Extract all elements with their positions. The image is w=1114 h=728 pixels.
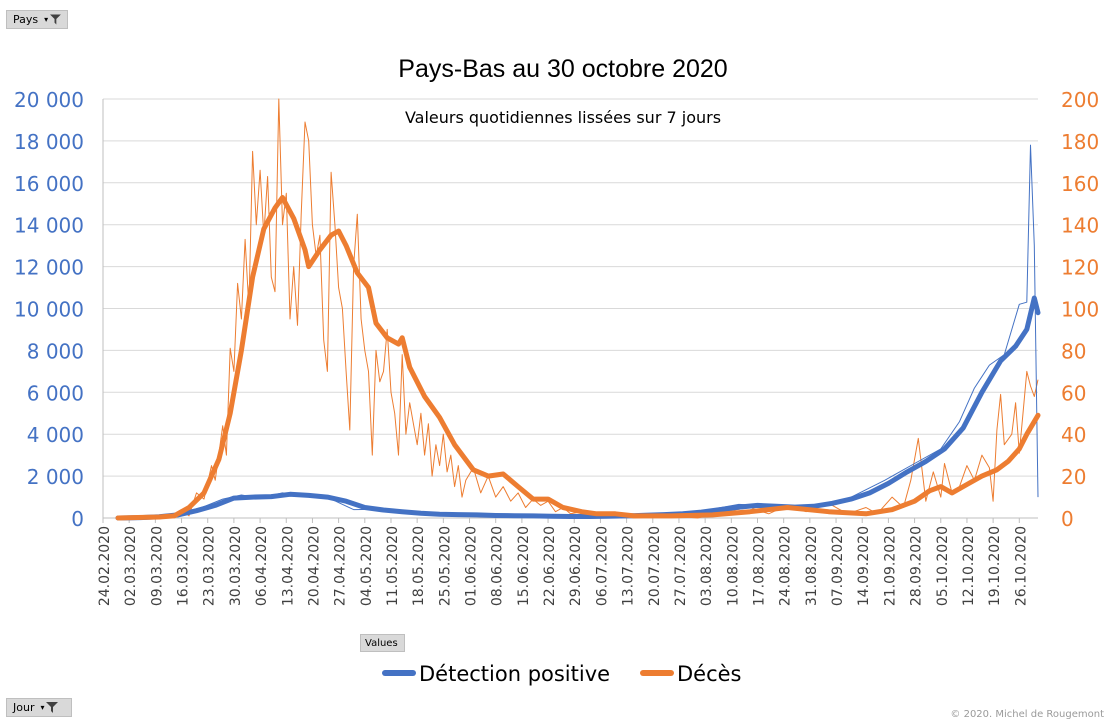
y-left-tick-label: 12 000 <box>14 256 84 280</box>
y-right-tick-label: 60 <box>1061 381 1086 405</box>
y-left-tick-label: 16 000 <box>14 172 84 196</box>
legend-label-detection: Détection positive <box>419 662 610 686</box>
y-left-tick-label: 4 000 <box>27 423 84 447</box>
y-left-tick-label: 0 <box>71 507 84 531</box>
y-left-tick-label: 6 000 <box>27 381 84 405</box>
x-tick-label: 18.05.2020 <box>411 526 427 606</box>
copyright-notice: © 2020. Michel de Rougemont <box>950 709 1104 720</box>
chart-title: Pays-Bas au 30 octobre 2020 <box>398 55 727 83</box>
values-field-button[interactable]: Values <box>360 634 405 652</box>
detection-smoothed-line <box>115 295 1041 521</box>
legend: Détection positive Décès <box>382 662 742 686</box>
y-left-tick-label: 2 000 <box>27 465 84 489</box>
x-tick-label: 16.03.2020 <box>176 526 192 606</box>
plot-area <box>115 98 1041 521</box>
x-tick-label: 08.06.2020 <box>490 526 506 606</box>
x-tick-label: 30.03.2020 <box>228 526 244 606</box>
x-tick-label: 27.04.2020 <box>333 526 349 606</box>
x-tick-label: 19.10.2020 <box>987 526 1003 606</box>
y-right-tick-label: 100 <box>1061 298 1099 322</box>
country-filter-button[interactable]: Pays ▾ <box>6 10 68 29</box>
y-left-tick-label: 14 000 <box>14 214 84 238</box>
y-right-tick-label: 40 <box>1061 423 1086 447</box>
x-tick-label: 14.09.2020 <box>856 526 872 606</box>
x-tick-label: 13.04.2020 <box>280 526 296 606</box>
y-right-tick-label: 140 <box>1061 214 1099 238</box>
y-right-tick-label: 80 <box>1061 339 1086 363</box>
grid <box>103 98 1038 477</box>
x-tick-label: 12.10.2020 <box>961 526 977 606</box>
x-tick-label: 25.05.2020 <box>437 526 453 606</box>
x-tick-label: 20.07.2020 <box>647 526 663 606</box>
y-right-tick-label: 120 <box>1061 256 1099 280</box>
x-tick-label: 27.07.2020 <box>673 526 689 606</box>
y-left-tick-label: 8 000 <box>27 339 84 363</box>
x-tick-label: 29.06.2020 <box>568 526 584 606</box>
y-right-tick-label: 20 <box>1061 465 1086 489</box>
dropdown-arrow-icon: ▾ <box>44 15 49 24</box>
y-right-tick-label: 0 <box>1061 507 1074 531</box>
legend-label-deces: Décès <box>677 662 742 686</box>
y-right-tick-label: 160 <box>1061 172 1099 196</box>
x-tick-label: 15.06.2020 <box>516 526 532 606</box>
day-filter-button[interactable]: Jour ▾ <box>6 698 72 717</box>
chart-subtitle: Valeurs quotidiennes lissées sur 7 jours <box>405 108 721 127</box>
x-tick-label: 21.09.2020 <box>882 526 898 606</box>
x-tick-label: 26.10.2020 <box>1013 526 1029 606</box>
y-right-tick-label: 200 <box>1061 88 1099 112</box>
y-left-tick-label: 10 000 <box>14 298 84 322</box>
x-tick-label: 07.09.2020 <box>830 526 846 606</box>
x-tick-label: 24.08.2020 <box>778 526 794 606</box>
x-tick-label: 31.08.2020 <box>804 526 820 606</box>
axes: 0 0 2 000 20 4 000 40 6 000 60 8 000 80 10 000 100 1… <box>14 88 1099 606</box>
x-tick-label: 09.03.2020 <box>149 526 165 606</box>
x-tick-label: 11.05.2020 <box>385 526 401 606</box>
x-tick-label: 24.02.2020 <box>97 526 113 606</box>
x-tick-label: 02.03.2020 <box>123 526 139 606</box>
x-tick-label: 13.07.2020 <box>621 526 637 606</box>
deces-daily-line <box>166 98 1039 519</box>
x-tick-label: 23.03.2020 <box>202 526 218 606</box>
dropdown-arrow-icon: ▾ <box>40 703 45 712</box>
country-filter-label: Pays <box>13 13 39 26</box>
x-tick-label: 06.07.2020 <box>594 526 610 606</box>
x-tick-label: 04.05.2020 <box>359 526 375 606</box>
deces-smoothed-line <box>115 195 1041 521</box>
y-left-tick-label: 18 000 <box>14 130 84 154</box>
y-left-tick-label: 20 000 <box>14 88 84 112</box>
x-tick-label: 17.08.2020 <box>752 526 768 606</box>
x-tick-label: 28.09.2020 <box>909 526 925 606</box>
y-right-tick-label: 180 <box>1061 130 1099 154</box>
filter-icon <box>46 702 59 713</box>
x-tick-label: 01.06.2020 <box>464 526 480 606</box>
x-tick-label: 20.04.2020 <box>306 526 322 606</box>
x-tick-label: 05.10.2020 <box>935 526 951 606</box>
filter-icon <box>50 14 61 25</box>
x-tick-label: 06.04.2020 <box>254 526 270 606</box>
values-field-label: Values <box>365 637 398 649</box>
day-filter-label: Jour <box>13 701 35 714</box>
x-tick-label: 03.08.2020 <box>699 526 715 606</box>
x-tick-label: 22.06.2020 <box>542 526 558 606</box>
x-tick-label: 10.08.2020 <box>725 526 741 606</box>
